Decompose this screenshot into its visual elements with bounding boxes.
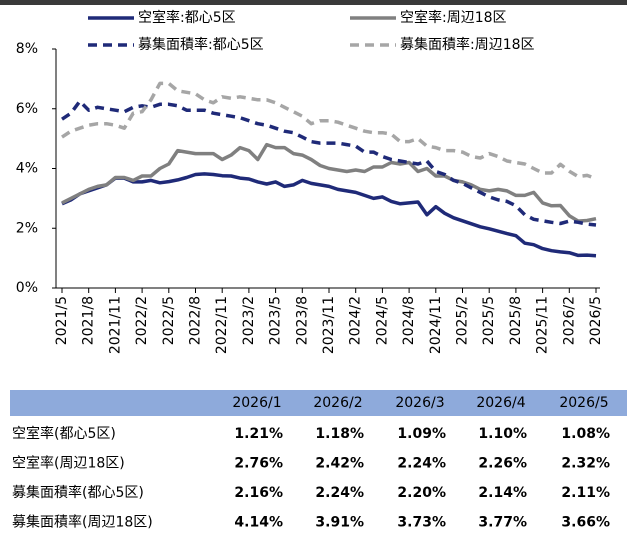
series-line (61, 142, 597, 223)
y-tick-label: 6% (16, 101, 38, 117)
x-tick-label: 2022/2 (134, 296, 150, 345)
top-strip (0, 0, 627, 5)
table-cell: 3.91% (315, 515, 364, 531)
table-cell: 4.14% (234, 515, 283, 531)
x-tick-label: 2025/2 (455, 296, 471, 345)
table-cell: 3.77% (478, 515, 527, 531)
row-label: 空室率(都心5区) (12, 425, 116, 442)
table-cell: 3.73% (397, 515, 446, 531)
legend-label: 募集面積率:都心5区 (138, 36, 264, 53)
x-tick-label: 2023/2 (241, 296, 257, 345)
y-tick-label: 8% (16, 41, 38, 57)
x-tick-label: 2021/8 (81, 296, 97, 345)
y-tick-label: 4% (16, 161, 38, 177)
x-tick-label: 2021/11 (107, 296, 123, 354)
x-tick-label: 2026/5 (588, 296, 604, 345)
x-tick-label: 2025/8 (508, 296, 524, 345)
table-cell: 2.11% (561, 485, 610, 501)
table-cell: 2.32% (561, 456, 610, 472)
table-header-cell: 2026/2 (313, 395, 362, 411)
x-tick-label: 2024/2 (348, 296, 364, 345)
row-label: 募集面積率(周辺18区) (12, 514, 153, 531)
table-cell: 2.24% (315, 485, 364, 501)
x-tick-label: 2023/5 (268, 296, 284, 345)
row-label: 空室率(周辺18区) (12, 455, 125, 472)
x-tick-label: 2022/5 (161, 296, 177, 345)
x-tick-label: 2022/8 (188, 296, 204, 345)
x-tick-label: 2024/5 (374, 296, 390, 345)
row-label: 募集面積率(都心5区) (12, 484, 144, 501)
table-header-cell: 2026/1 (232, 395, 281, 411)
x-tick-label: 2024/8 (401, 296, 417, 345)
table-cell: 1.08% (561, 426, 610, 442)
table-cell: 1.21% (234, 426, 283, 442)
table-cell: 2.76% (234, 456, 283, 472)
x-tick-label: 2025/5 (481, 296, 497, 345)
y-tick-label: 0% (16, 280, 38, 296)
table-cell: 2.14% (478, 485, 527, 501)
table-cell: 2.26% (478, 456, 527, 472)
x-tick-label: 2022/11 (214, 296, 230, 354)
table-cell: 2.42% (315, 456, 364, 472)
series-line (61, 81, 597, 181)
table-cell: 2.16% (234, 485, 283, 501)
series-line (61, 99, 597, 227)
table-cell: 1.18% (315, 426, 364, 442)
table-cell: 2.24% (397, 456, 446, 472)
legend-label: 空室率:周辺18区 (400, 9, 507, 26)
table-cell: 1.10% (478, 426, 527, 442)
table-cell: 1.09% (397, 426, 446, 442)
table-header-cell: 2026/3 (395, 395, 444, 411)
y-tick-label: 2% (16, 220, 38, 236)
table-header-cell: 2026/5 (559, 395, 608, 411)
x-tick-label: 2023/8 (294, 296, 310, 345)
table-cell: 3.66% (561, 515, 610, 531)
table-header (10, 390, 627, 416)
legend-label: 募集面積率:周辺18区 (400, 36, 535, 53)
table-header-cell: 2026/4 (476, 395, 525, 411)
x-tick-label: 2023/11 (321, 296, 337, 354)
x-tick-label: 2026/2 (561, 296, 577, 345)
x-tick-label: 2021/5 (54, 296, 70, 345)
legend-label: 空室率:都心5区 (138, 9, 236, 26)
x-tick-label: 2024/11 (428, 296, 444, 354)
x-tick-label: 2025/11 (535, 296, 551, 354)
series-line (61, 172, 597, 258)
table-cell: 2.20% (397, 485, 446, 501)
